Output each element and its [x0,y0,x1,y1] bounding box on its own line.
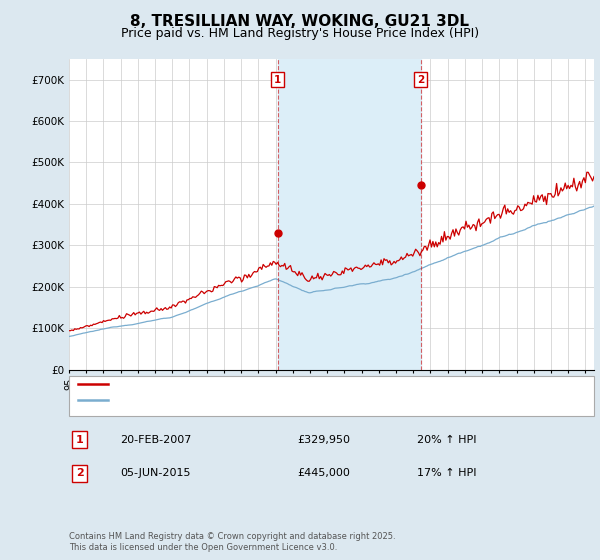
Text: £445,000: £445,000 [297,468,350,478]
Text: HPI: Average price, semi-detached house, Woking: HPI: Average price, semi-detached house,… [114,395,374,405]
Text: Contains HM Land Registry data © Crown copyright and database right 2025.
This d: Contains HM Land Registry data © Crown c… [69,532,395,552]
Bar [278,59,421,370]
Text: 2: 2 [76,468,83,478]
Text: 20% ↑ HPI: 20% ↑ HPI [417,435,476,445]
Text: 2: 2 [417,74,424,85]
Text: 05-JUN-2015: 05-JUN-2015 [120,468,191,478]
Text: 1: 1 [76,435,83,445]
Text: 1: 1 [274,74,281,85]
Text: 20-FEB-2007: 20-FEB-2007 [120,435,191,445]
Text: £329,950: £329,950 [297,435,350,445]
Text: 8, TRESILLIAN WAY, WOKING, GU21 3DL: 8, TRESILLIAN WAY, WOKING, GU21 3DL [131,14,470,29]
Text: 17% ↑ HPI: 17% ↑ HPI [417,468,476,478]
Text: 8, TRESILLIAN WAY, WOKING, GU21 3DL (semi-detached house): 8, TRESILLIAN WAY, WOKING, GU21 3DL (sem… [114,379,445,389]
Text: Price paid vs. HM Land Registry's House Price Index (HPI): Price paid vs. HM Land Registry's House … [121,27,479,40]
